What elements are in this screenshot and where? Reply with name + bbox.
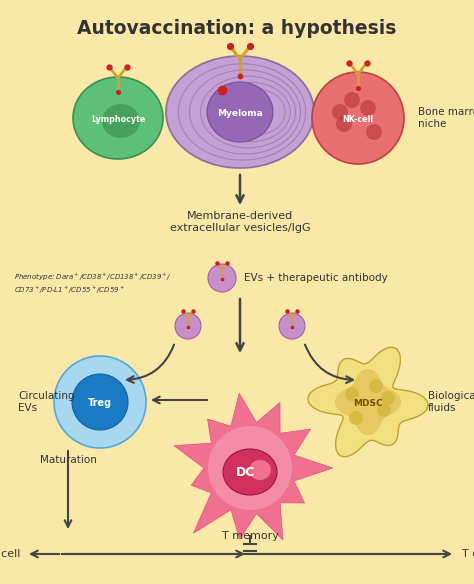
Circle shape: [279, 313, 305, 339]
Text: Circulating
EVs: Circulating EVs: [18, 391, 74, 413]
FancyArrowPatch shape: [305, 345, 353, 383]
Circle shape: [349, 411, 363, 425]
Circle shape: [344, 92, 360, 108]
Text: Maturation: Maturation: [39, 455, 96, 465]
Text: T effectors: T effectors: [462, 549, 474, 559]
Circle shape: [332, 104, 348, 120]
Circle shape: [312, 72, 404, 164]
Circle shape: [345, 387, 359, 401]
Circle shape: [377, 403, 391, 417]
Circle shape: [208, 426, 292, 510]
Polygon shape: [335, 369, 401, 435]
Text: DC: DC: [237, 467, 255, 479]
Ellipse shape: [102, 104, 140, 138]
Circle shape: [72, 374, 128, 430]
Circle shape: [175, 313, 201, 339]
Polygon shape: [308, 347, 428, 457]
FancyArrowPatch shape: [127, 345, 174, 383]
Ellipse shape: [166, 56, 314, 168]
Circle shape: [369, 379, 383, 393]
Text: EVs + therapeutic antibody: EVs + therapeutic antibody: [244, 273, 388, 283]
Text: Treg: Treg: [88, 398, 112, 408]
Text: Biological
fluids: Biological fluids: [428, 391, 474, 413]
Ellipse shape: [249, 460, 271, 480]
Ellipse shape: [73, 77, 163, 159]
Circle shape: [381, 391, 395, 405]
Circle shape: [54, 356, 146, 448]
Circle shape: [360, 100, 376, 116]
Text: Phenotype: Dara$^+$/CD38$^+$/CD138$^+$/CD39$^+$/
CD73$^+$/PD-L1$^+$/CD55$^+$/CD5: Phenotype: Dara$^+$/CD38$^+$/CD138$^+$/C…: [14, 272, 172, 296]
Text: Autovaccination: a hypothesis: Autovaccination: a hypothesis: [77, 19, 397, 37]
Ellipse shape: [207, 82, 273, 142]
Text: Bone marrow
niche: Bone marrow niche: [418, 107, 474, 129]
Ellipse shape: [223, 449, 277, 495]
Polygon shape: [174, 393, 333, 540]
Text: Membrane-derived
extracellular vesicles/IgG: Membrane-derived extracellular vesicles/…: [170, 211, 310, 233]
Text: Myeloma: Myeloma: [217, 110, 263, 119]
Circle shape: [208, 264, 236, 292]
Circle shape: [336, 116, 352, 132]
Circle shape: [366, 124, 382, 140]
Text: B cell: B cell: [0, 549, 20, 559]
Text: T memory: T memory: [221, 531, 278, 541]
Text: NK-cell: NK-cell: [342, 114, 374, 123]
Text: Lymphocyte: Lymphocyte: [91, 116, 145, 124]
Text: MDSC: MDSC: [353, 398, 383, 408]
